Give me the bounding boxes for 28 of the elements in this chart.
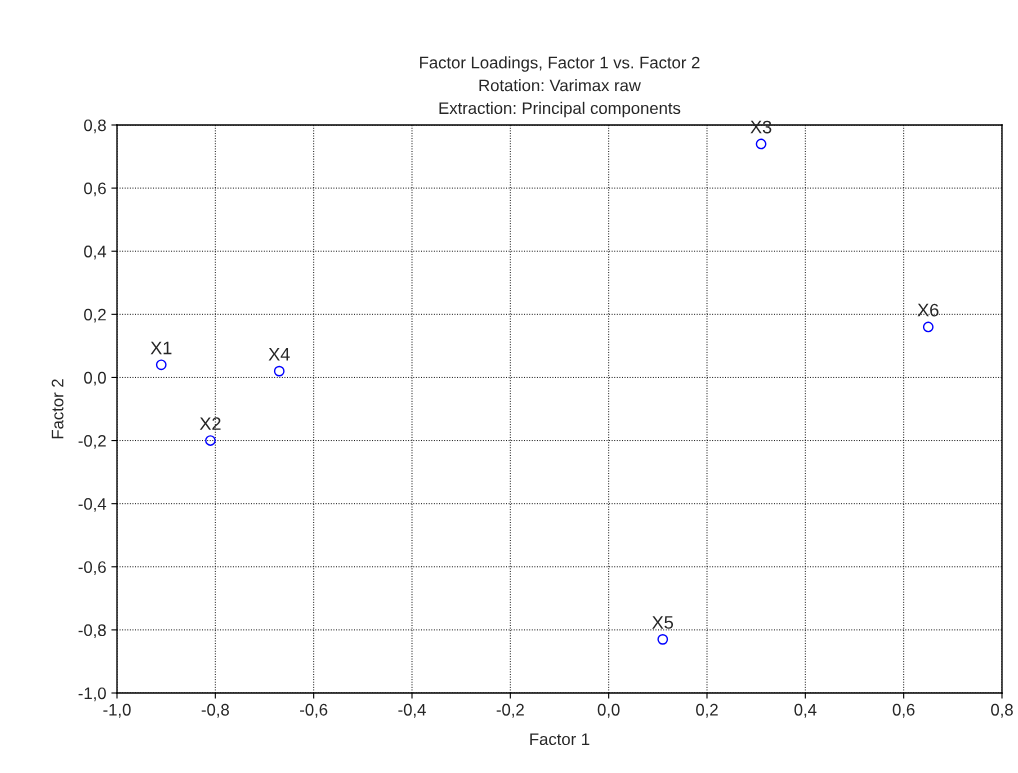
x-tick-label: 0,4 bbox=[794, 703, 817, 718]
annotation: X5 bbox=[652, 616, 674, 629]
y-tick-label: 0,0 bbox=[84, 371, 106, 386]
x-tick-label: -0,6 bbox=[300, 703, 328, 718]
x-tick-label: 0,8 bbox=[991, 703, 1013, 718]
y-tick-label: -1,0 bbox=[78, 687, 106, 702]
x-tick-label: 0,2 bbox=[696, 703, 718, 718]
x-tick-label: -0,2 bbox=[496, 703, 524, 718]
y-tick-label: -0,8 bbox=[78, 624, 106, 639]
chart-title: Factor Loadings, Factor 1 vs. Factor 2 Rotation: Varimax raw Extraction: Principal components bbox=[420, 56, 700, 118]
y-tick-label: 0,8 bbox=[84, 119, 106, 134]
annotation: X4 bbox=[268, 348, 290, 361]
annotation: X1 bbox=[150, 341, 172, 355]
y-tick-label: -0,2 bbox=[78, 434, 106, 449]
x-tick-label: 0,0 bbox=[597, 703, 620, 718]
y-axis-title: Factor 2 bbox=[51, 379, 64, 439]
y-tick-label: 0,4 bbox=[84, 245, 107, 260]
x-tick-label: -0,4 bbox=[398, 703, 426, 718]
y-tick-label: -0,6 bbox=[78, 561, 106, 575]
x-tick-label: 0,6 bbox=[892, 703, 915, 718]
y-tick-label: 0,2 bbox=[84, 308, 106, 323]
x-axis-title: Factor 1 bbox=[530, 733, 590, 746]
x-tick-label: -0,8 bbox=[201, 703, 229, 718]
annotation: X2 bbox=[199, 417, 221, 430]
annotation: X6 bbox=[917, 303, 939, 317]
x-tick-label: -1,0 bbox=[103, 703, 131, 718]
y-tick-label: -0,4 bbox=[78, 498, 107, 512]
y-tick-label: 0,6 bbox=[84, 182, 106, 197]
